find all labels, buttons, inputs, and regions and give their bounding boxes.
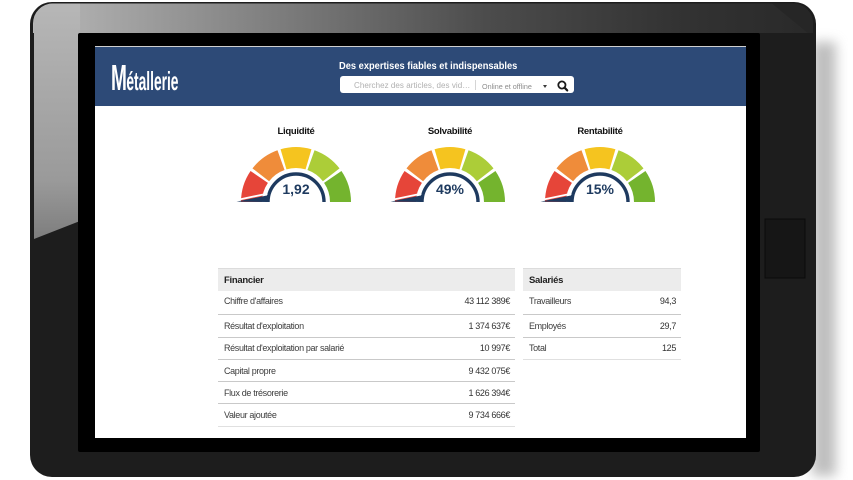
svg-text:49%: 49% <box>436 181 465 197</box>
svg-text:1,92: 1,92 <box>282 181 309 197</box>
svg-text:15%: 15% <box>586 181 615 197</box>
